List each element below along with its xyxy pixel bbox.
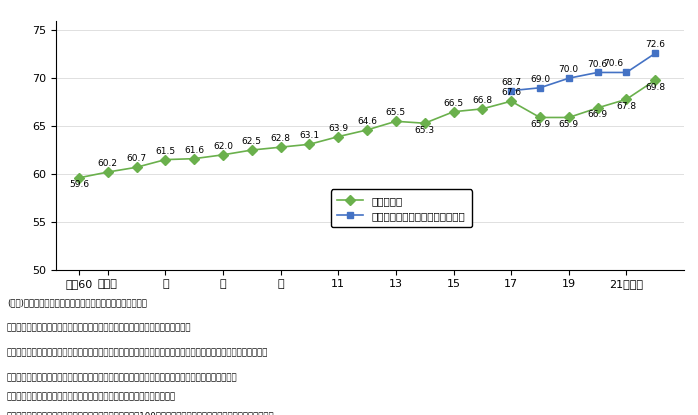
Legend: 一般労働者, 一般労働者のうち正社員・正職員: 一般労働者, 一般労働者のうち正社員・正職員 xyxy=(331,190,472,227)
Text: 60.7: 60.7 xyxy=(126,154,147,164)
Text: 61.5: 61.5 xyxy=(155,147,175,156)
Text: 65.5: 65.5 xyxy=(386,108,406,117)
Text: 70.0: 70.0 xyxy=(558,66,579,74)
Text: 66.8: 66.8 xyxy=(473,96,492,105)
Text: 69.8: 69.8 xyxy=(645,83,665,92)
Text: 62.5: 62.5 xyxy=(242,137,262,146)
Text: 61.6: 61.6 xyxy=(184,146,205,155)
Text: ５．所定内給与額の男女間格差は，男性の所定内給与額を100とした場合の女性の所定内給与額を算出している。: ５．所定内給与額の男女間格差は，男性の所定内給与額を100とした場合の女性の所定… xyxy=(7,411,274,415)
Text: 60.2: 60.2 xyxy=(98,159,118,168)
Text: ３．「短時間労働者」は，常用労働者のうち，１日の所定内労働時間が一般の労働者よりも短い又は１日の所定労: ３．「短時間労働者」は，常用労働者のうち，１日の所定内労働時間が一般の労働者より… xyxy=(7,349,268,358)
Text: 64.6: 64.6 xyxy=(357,117,377,126)
Text: 66.5: 66.5 xyxy=(443,99,463,108)
Text: 65.9: 65.9 xyxy=(558,120,579,129)
Text: 66.9: 66.9 xyxy=(588,110,608,120)
Text: 69.0: 69.0 xyxy=(530,75,550,84)
Text: ４．「正社員・正職員」とは，事業所で正社員，正職員とする者をいう。: ４．「正社員・正職員」とは，事業所で正社員，正職員とする者をいう。 xyxy=(7,392,176,401)
Text: 65.3: 65.3 xyxy=(415,126,435,135)
Text: 67.6: 67.6 xyxy=(501,88,521,98)
Text: (備考)１．厚生労働省「賃金構造基本統計調査」より作成。: (備考)１．厚生労働省「賃金構造基本統計調査」より作成。 xyxy=(7,299,147,308)
Text: 67.8: 67.8 xyxy=(616,102,637,111)
Text: 59.6: 59.6 xyxy=(69,180,89,189)
Text: 68.7: 68.7 xyxy=(501,78,521,87)
Text: 72.6: 72.6 xyxy=(645,41,665,49)
Text: 70.6: 70.6 xyxy=(603,59,623,68)
Text: 63.9: 63.9 xyxy=(328,124,348,133)
Text: 63.1: 63.1 xyxy=(299,132,320,140)
Text: ２．「一般労働者」は，常用労働者のうち，「短時間労働者」以外の者をいう。: ２．「一般労働者」は，常用労働者のうち，「短時間労働者」以外の者をいう。 xyxy=(7,324,191,333)
Text: 70.6: 70.6 xyxy=(588,60,608,68)
Text: 62.8: 62.8 xyxy=(271,134,290,143)
Text: 62.0: 62.0 xyxy=(213,142,233,151)
Text: 働時間が一般の労働者と同じでも１週の所定労働日数が一般の労働者よりも少ない労働者をいう。: 働時間が一般の労働者と同じでも１週の所定労働日数が一般の労働者よりも少ない労働者… xyxy=(7,374,237,383)
Text: 65.9: 65.9 xyxy=(530,120,550,129)
